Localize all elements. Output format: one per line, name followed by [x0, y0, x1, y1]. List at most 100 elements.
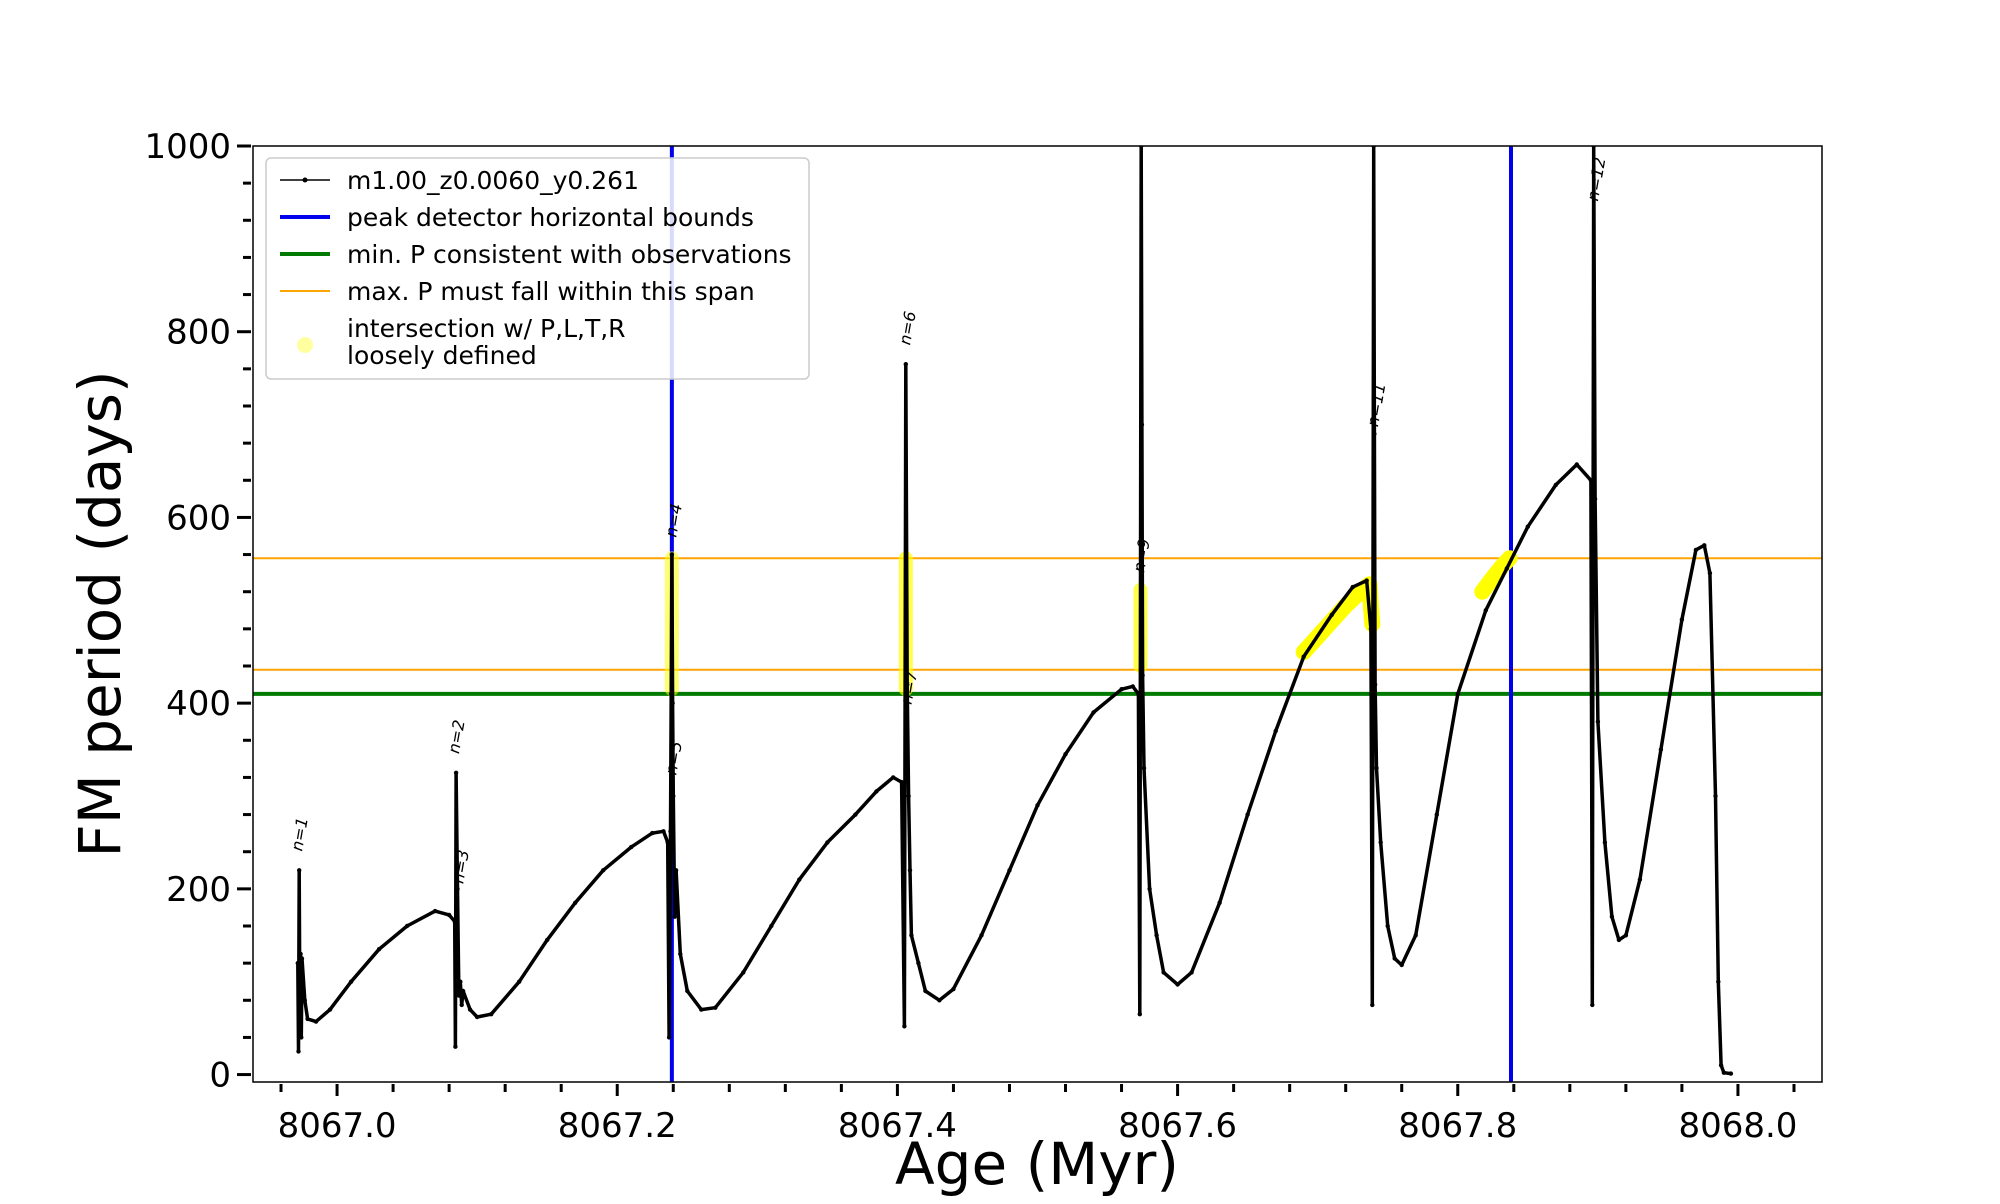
- series-point-112: [1592, 496, 1598, 502]
- series-point-55: [899, 779, 904, 785]
- series-point-69: [1063, 752, 1068, 757]
- series-point-116: [1616, 937, 1622, 943]
- series-point-107: [1553, 482, 1559, 488]
- series-point-71: [1119, 687, 1124, 692]
- series-point-60: [907, 868, 913, 873]
- legend-label-intersection: intersection w/ P,L,T,R: [347, 314, 626, 343]
- series-point-106: [1525, 524, 1531, 529]
- series-point-41: [671, 793, 676, 799]
- series-point-27: [489, 1012, 494, 1017]
- series-point-6: [299, 1035, 304, 1040]
- series-point-37: [668, 829, 673, 834]
- series-point-43: [673, 868, 679, 873]
- series-point-33: [650, 830, 655, 836]
- series-point-45: [685, 988, 690, 994]
- series-point-72: [1130, 684, 1136, 689]
- series-point-20: [455, 886, 460, 892]
- series-point-105: [1504, 566, 1510, 571]
- x-tick-label-2: 8067.2: [558, 1106, 677, 1146]
- y-tick-label-1: 0: [209, 1056, 231, 1096]
- series-point-96: [1374, 765, 1379, 771]
- series-point-65: [951, 986, 956, 992]
- series-point-99: [1392, 956, 1397, 961]
- series-point-9: [305, 1016, 310, 1022]
- series-point-61: [909, 933, 914, 938]
- series-point-4: [297, 1016, 303, 1022]
- series-point-82: [1175, 982, 1180, 987]
- series-point-122: [1702, 543, 1707, 548]
- series-point-40: [670, 700, 675, 706]
- series-point-8: [302, 998, 307, 1003]
- tick-layer: 8067.0 8067.2 8067.4 8067.6 8067.8 8068.0 0 200…: [144, 127, 1797, 1146]
- series-point-119: [1658, 747, 1664, 752]
- x-tick-label-1: 8067.0: [278, 1106, 397, 1146]
- series-point-86: [1273, 728, 1278, 734]
- series-point-117: [1623, 933, 1629, 938]
- series-point-5: [298, 951, 303, 957]
- series-point-3: [297, 868, 302, 873]
- series-point-90: [1364, 578, 1369, 583]
- series-point-7: [299, 956, 305, 961]
- series-point-29: [545, 937, 550, 943]
- series-point-25: [467, 1007, 473, 1012]
- series-point-78: [1141, 765, 1147, 771]
- series-point-98: [1385, 923, 1390, 929]
- series-point-46: [699, 1007, 704, 1012]
- series-point-104: [1483, 608, 1489, 613]
- series-point-100: [1399, 962, 1404, 968]
- series-point-18: [453, 1044, 458, 1049]
- series-point-56: [902, 1024, 907, 1029]
- y-tick-label-3: 400: [166, 684, 231, 724]
- y-tick-label-5: 800: [166, 313, 231, 353]
- series-point-24: [460, 988, 466, 994]
- series-point-64: [937, 998, 942, 1003]
- series-point-92: [1370, 1002, 1375, 1008]
- series-point-47: [713, 1005, 718, 1010]
- series-point-89: [1350, 584, 1355, 590]
- series-point-87: [1301, 654, 1306, 659]
- x-tick-label-5: 8067.8: [1398, 1106, 1517, 1146]
- series-point-35: [665, 840, 670, 845]
- series-point-79: [1147, 886, 1152, 892]
- series-point-30: [573, 900, 578, 905]
- legend-label-intersection-line2: loosely defined: [347, 341, 537, 370]
- legend-label-max-p: max. P must fall within this span: [347, 277, 755, 306]
- series-point-73: [1136, 691, 1141, 697]
- series-point-127: [1721, 1070, 1727, 1075]
- y-axis-label: FM period (days): [66, 370, 134, 857]
- series-point-108: [1574, 462, 1580, 467]
- series-point-91: [1368, 626, 1374, 632]
- series-point-52: [853, 812, 858, 817]
- series-point-36: [666, 1035, 672, 1040]
- series-point-15: [432, 908, 438, 914]
- series-point-21: [456, 993, 462, 998]
- series-point-110: [1590, 1002, 1595, 1008]
- series-point-54: [891, 775, 896, 780]
- series-point-70: [1091, 710, 1096, 715]
- series-point-84: [1217, 900, 1222, 905]
- series-point-85: [1245, 812, 1250, 817]
- series-point-81: [1161, 970, 1166, 975]
- series-point-114: [1602, 840, 1608, 845]
- legend: m1.00_z0.0060_y0.261 peak detector horiz…: [265, 157, 810, 380]
- series-point-88: [1329, 612, 1334, 618]
- x-tick-label-4: 8067.6: [1118, 1106, 1237, 1146]
- legend-frame: [265, 157, 810, 380]
- series-point-103: [1455, 691, 1461, 697]
- legend-marker-intersection: [297, 337, 313, 353]
- series-point-102: [1434, 812, 1440, 817]
- intersection-curve-5: [1474, 550, 1518, 600]
- series-point-97: [1378, 840, 1383, 845]
- series-point-31: [601, 868, 606, 873]
- series-point-53: [874, 789, 879, 794]
- series-point-38: [669, 691, 674, 697]
- series-point-16: [446, 912, 452, 918]
- intersection-curve-4: [1295, 576, 1381, 661]
- series-point-42: [672, 914, 677, 919]
- x-tick-label-6: 8068.0: [1678, 1106, 1797, 1146]
- series-point-80: [1154, 933, 1159, 938]
- legend-label-min-p: min. P consistent with observations: [347, 240, 792, 269]
- series-point-128: [1728, 1071, 1734, 1076]
- series-point-1: [295, 960, 300, 966]
